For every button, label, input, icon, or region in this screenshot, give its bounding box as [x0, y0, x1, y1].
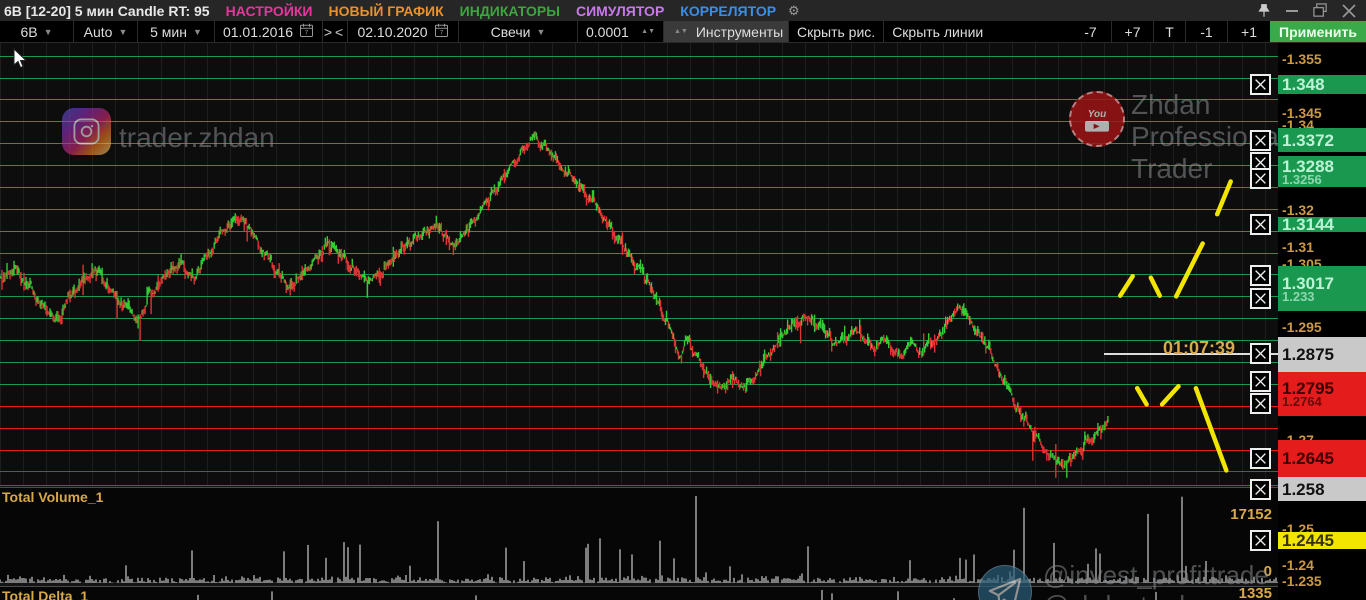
svg-text:7: 7 [305, 30, 309, 36]
svg-text:7: 7 [439, 30, 443, 36]
svg-text:You: You [1088, 109, 1107, 120]
